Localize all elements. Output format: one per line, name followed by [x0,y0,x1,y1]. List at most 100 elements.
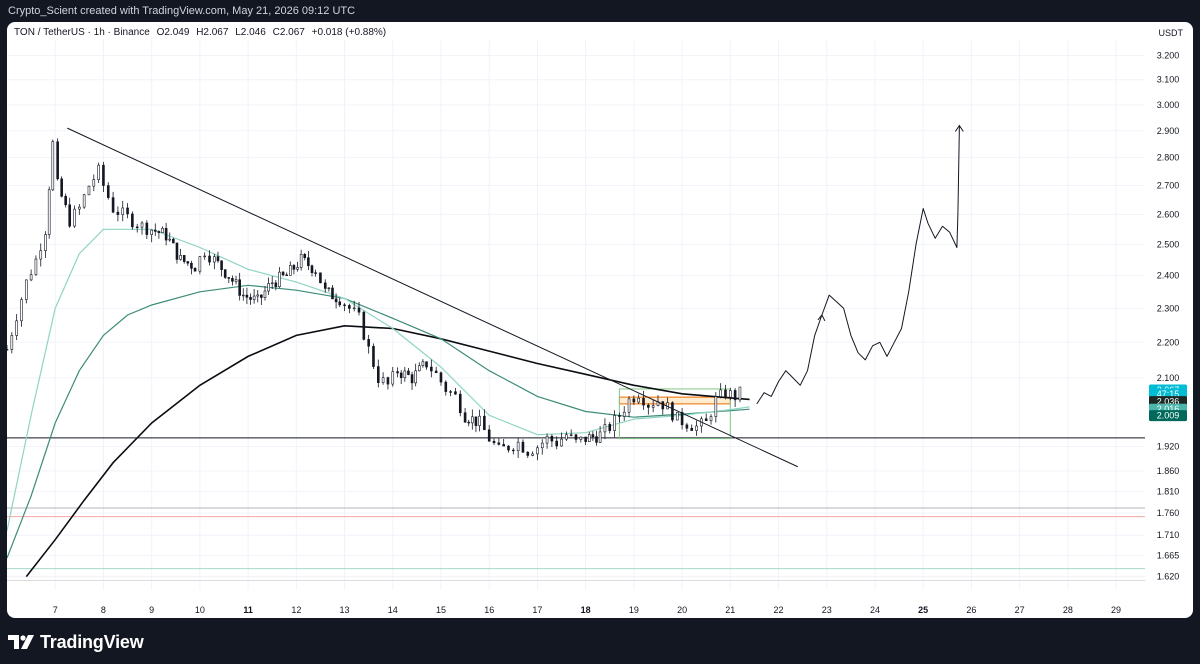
time-tick-label: 27 [1015,605,1025,615]
candle-body [87,185,91,196]
candle-body [150,229,153,235]
price-badge-label: 2.009 [1157,411,1180,421]
candle-body [569,434,573,436]
candle-body [343,304,346,306]
candle-body [68,204,71,227]
time-tick-label: 26 [966,605,976,615]
time-tick-label: 28 [1063,605,1073,615]
candle-body [507,445,510,451]
candle-body [111,197,115,213]
candle-body [234,279,238,282]
candle-body [220,260,223,270]
candle-body [680,411,684,426]
candle-body [403,370,407,378]
candle-body [463,412,467,423]
candle-body [135,226,139,228]
price-tick-label: 2.800 [1157,153,1180,163]
candle-body [421,361,425,366]
time-tick-label: 21 [725,605,735,615]
candle-body [299,253,303,268]
time-tick-label: 12 [291,605,301,615]
time-tick-label: 17 [532,605,542,615]
price-tick-label: 2.400 [1157,271,1180,281]
candle-body [7,349,9,351]
candle-body [531,453,534,456]
price-tick-label: 1.710 [1157,530,1180,540]
candle-body [414,370,417,384]
time-tick-label: 22 [774,605,784,615]
candle-body [492,440,496,444]
candle-body [161,228,164,233]
price-tick-label: 2.900 [1157,126,1180,136]
attribution-bar: Crypto_Scient created with TradingView.c… [0,0,1200,22]
forecast-arrow-head [817,314,826,322]
currency-label[interactable]: USDT [1158,28,1184,38]
candle-body [327,287,331,290]
candle-body [34,258,38,275]
tradingview-brand[interactable]: TradingView [40,631,144,652]
symbol-label[interactable]: TON / TetherUS · 1h · Binance [14,27,150,38]
time-tick-label: 9 [149,605,154,615]
price-badge-label: 2.016 [1157,404,1180,414]
time-tick-label: 14 [388,605,398,615]
candle-body [10,335,14,350]
price-tick-label: 1.620 [1157,572,1180,582]
price-tick-label: 1.665 [1157,551,1180,561]
candle-body [410,374,414,384]
candle-body [540,442,544,449]
candle-body [376,366,380,383]
price-chart[interactable]: 3.200 3.100 3.000 2.900 2.800 2.700 2.600 2.500… [7,22,1193,618]
candle-body [584,436,587,442]
time-tick-label: 23 [822,605,832,615]
candle-body [231,278,234,282]
candle-body [536,447,539,455]
candlesticks [7,138,742,461]
candle-body [208,255,211,263]
candle-body [338,301,342,306]
high-value: H2.067 [196,27,229,38]
candle-body [714,396,718,417]
candle-body [319,272,322,284]
forecast-arrow-head [954,124,964,132]
candle-body [270,282,274,284]
candle-body [709,416,713,422]
candle-body [245,294,249,298]
candle-body [102,164,105,186]
tradingview-footer: TradingView [8,630,144,654]
candle-body [724,389,727,398]
candle-body [39,250,43,260]
candle-body [545,435,549,444]
candle-body [314,272,317,274]
price-tick-label: 3.000 [1157,100,1180,110]
candle-body [348,305,351,309]
candle-body [733,390,737,401]
candle-body [483,415,486,431]
candle-body [145,222,149,235]
candle-body [92,179,96,187]
candle-body [241,294,245,297]
candle-body [126,207,129,215]
candle-body [425,361,428,368]
time-tick-label: 13 [340,605,350,615]
moving-average-line [25,324,750,578]
candle-body [15,320,18,336]
candle-body [396,371,399,374]
candle-body [579,436,583,440]
candle-body [307,257,310,267]
grid-lines [7,40,1145,590]
candle-body [502,444,505,447]
candle-body [372,345,375,367]
candle-body [256,294,260,297]
candle-body [417,365,421,372]
candle-body [574,434,578,440]
candle-body [512,449,515,452]
candle-body [362,311,366,340]
time-tick-label: 29 [1111,605,1121,615]
time-tick-label: 11 [243,605,253,615]
price-tick-label: 1.810 [1157,487,1180,497]
candle-body [121,207,125,215]
close-value: C2.067 [272,27,305,38]
chart-panel[interactable]: TON / TetherUS · 1h · Binance O2.049 H2.… [7,22,1193,618]
forecast-drawing [756,124,964,405]
time-tick-label: 16 [484,605,494,615]
